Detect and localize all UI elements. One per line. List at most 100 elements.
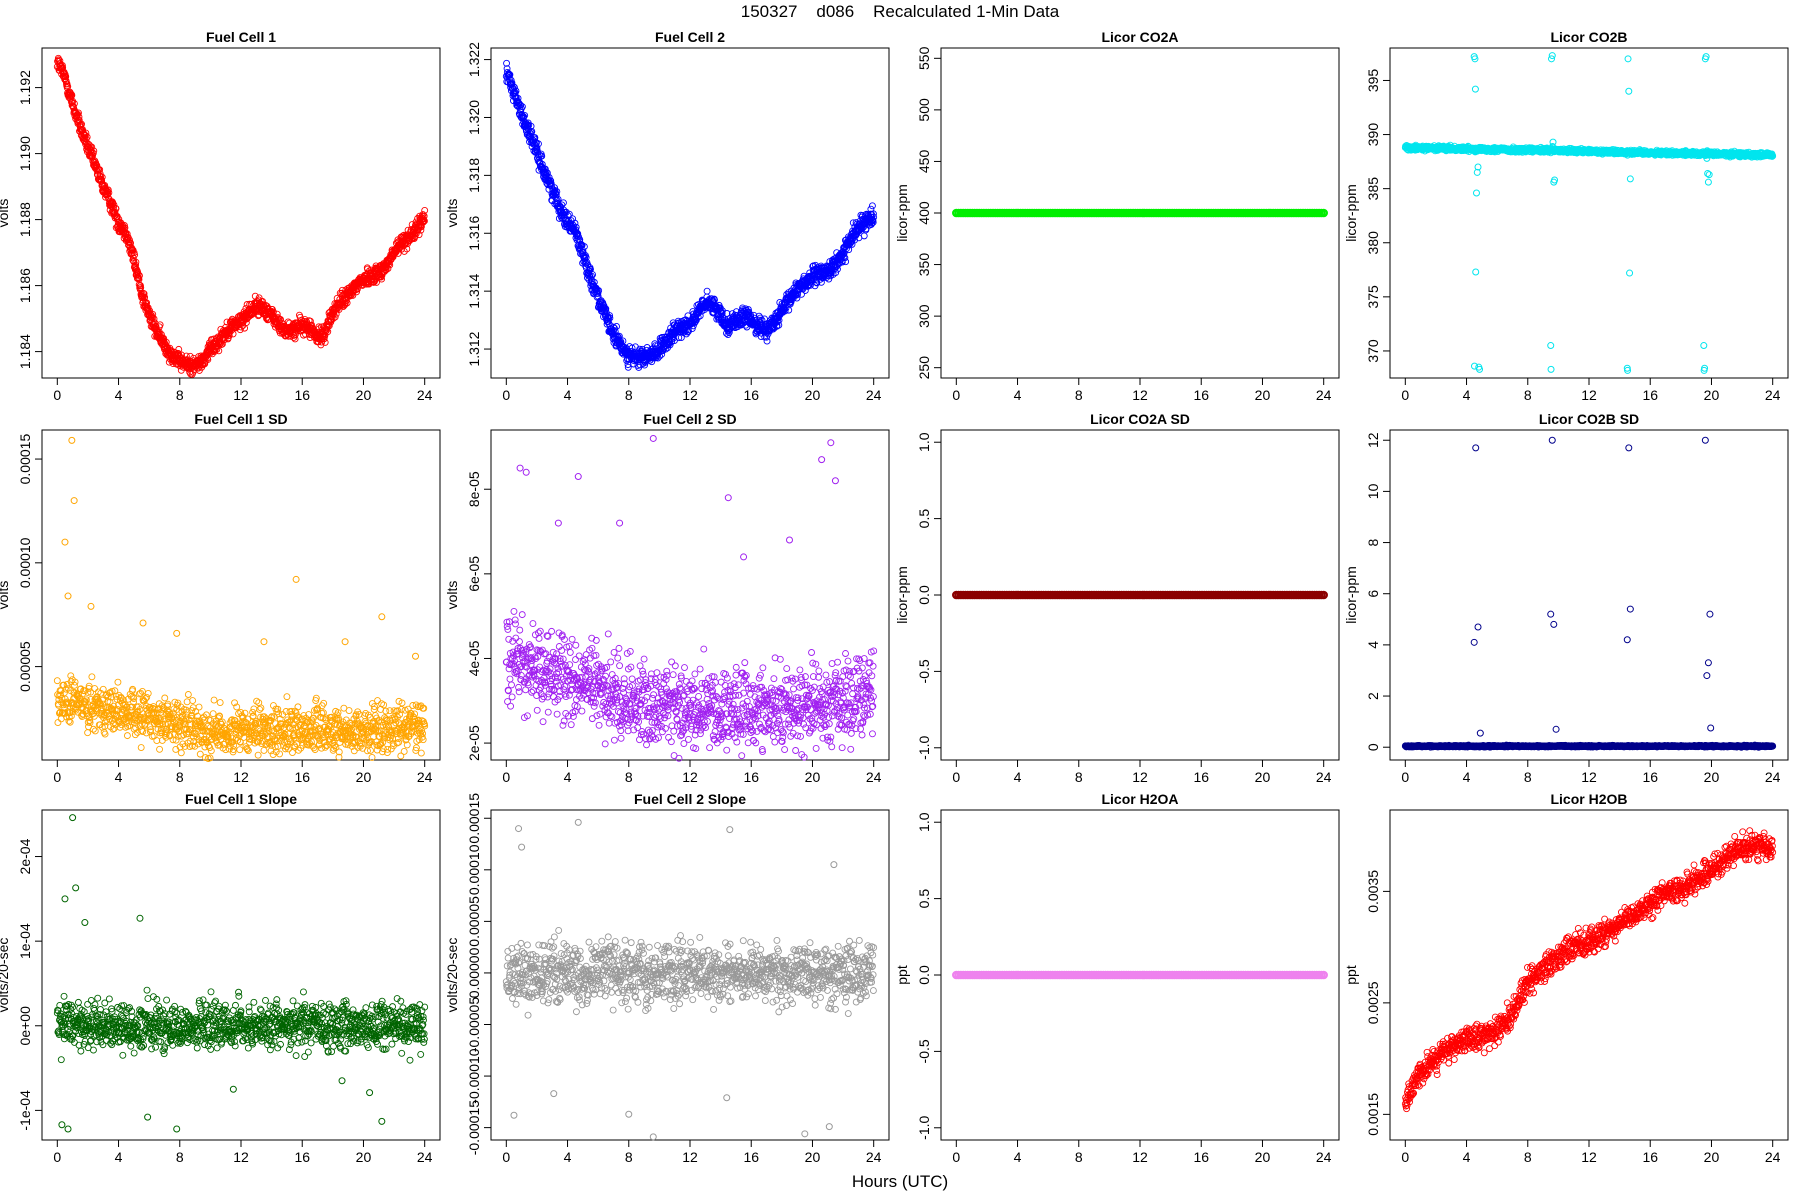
y-tick-label: 1.318 [466, 158, 482, 193]
y-tick-label: 390 [1365, 123, 1381, 147]
y-tick-label: 1.190 [17, 136, 33, 171]
figure-title: 150327 d086 Recalculated 1-Min Data [740, 2, 1060, 21]
data-points [53, 54, 429, 378]
panel-title: Licor CO2A [1101, 29, 1178, 45]
y-tick-label: 300 [916, 304, 932, 328]
x-tick-label: 16 [1642, 387, 1658, 403]
data-point [353, 288, 361, 296]
data-point [331, 313, 339, 321]
data-point [123, 732, 131, 740]
outlier-point [1705, 171, 1713, 179]
data-point [98, 173, 106, 181]
data-point [291, 331, 299, 338]
data-point [53, 677, 61, 685]
data-point [144, 689, 152, 697]
data-point [140, 290, 148, 298]
panel-title: Licor CO2B [1550, 29, 1627, 45]
x-tick-label: 24 [1765, 387, 1781, 403]
data-point [82, 135, 90, 143]
y-tick-label: 1.188 [17, 202, 33, 237]
outlier-point [1624, 55, 1632, 63]
data-point [89, 725, 97, 733]
data-point [343, 299, 351, 307]
data-point [132, 258, 140, 266]
y-tick-label: 0.00010 [17, 537, 33, 588]
chart-panel-1: Fuel Cell 10 4 8 12 16 20 241.1841.1861.1881.1… [0, 29, 441, 403]
data-point [142, 729, 150, 737]
data-point [104, 186, 112, 194]
data-point [306, 317, 314, 325]
x-tick-label: 4 [564, 387, 572, 403]
data-point [150, 315, 158, 323]
outlier-point [1626, 269, 1634, 277]
data-point [112, 205, 120, 213]
x-tick-label: 8 [625, 387, 633, 403]
data-point [403, 245, 411, 253]
data-point [269, 308, 277, 316]
x-tick-label: 8 [1075, 387, 1083, 403]
y-tick-label: 450 [916, 150, 932, 174]
data-point [67, 672, 75, 680]
data-point [378, 275, 386, 283]
data-point [143, 299, 151, 307]
data-point [137, 284, 145, 291]
plot-frame [1389, 47, 1789, 379]
data-point [75, 116, 83, 124]
y-tick-label: 400 [916, 201, 932, 225]
outlier-point [1700, 342, 1708, 350]
y-tick-label: 375 [1365, 285, 1381, 309]
y-tick-label: 1.320 [466, 100, 482, 135]
x-tick-label: 20 [356, 387, 372, 403]
x-tick-label: 12 [682, 387, 698, 403]
x-tick-label: 16 [294, 387, 310, 403]
data-point [204, 356, 212, 364]
data-points [952, 208, 1328, 218]
data-point [136, 272, 143, 280]
x-tick-label: 16 [1193, 387, 1209, 403]
data-point [137, 744, 145, 751]
plot-frame [41, 47, 441, 379]
y-tick-label: 1.316 [466, 216, 482, 251]
x-tick-label: 4 [115, 769, 123, 785]
x-tick-label: 8 [176, 387, 184, 403]
outlier-point [1471, 85, 1479, 93]
x-tick-label: 12 [233, 769, 249, 785]
x-tick-label: 16 [743, 387, 759, 403]
panel-title: Fuel Cell 2 [655, 29, 725, 45]
x-tick-label: 4 [115, 387, 123, 403]
data-point [88, 673, 96, 681]
data-point [308, 321, 316, 329]
data-point [860, 232, 868, 240]
data-point [84, 729, 92, 737]
outlier-point [1625, 87, 1633, 95]
y-tick-label: 500 [916, 98, 932, 122]
data-point [67, 89, 75, 97]
data-point [273, 310, 281, 318]
x-tick-label: 20 [356, 769, 372, 785]
data-point [91, 685, 99, 693]
data-point [58, 61, 66, 69]
x-tick-label: 0 [53, 387, 61, 403]
outlier-point [1472, 268, 1480, 276]
y-tick-label: 385 [1365, 177, 1381, 201]
data-point [104, 190, 112, 198]
y-tick-label: 550 [916, 46, 932, 70]
data-point [384, 265, 392, 273]
y-axis-label: licor-ppm [894, 184, 910, 242]
x-tick-label: 24 [1316, 387, 1332, 403]
data-points [502, 59, 878, 371]
x-tick-label: 12 [1132, 387, 1148, 403]
data-point [149, 314, 156, 322]
data-point [75, 109, 82, 117]
data-point [215, 347, 223, 355]
x-tick-label: 12 [1581, 387, 1597, 403]
panel-title: Fuel Cell 1 SD [194, 411, 287, 427]
panel-title: Fuel Cell 1 [206, 29, 276, 45]
data-point [321, 338, 329, 346]
data-point [131, 251, 139, 259]
outlier-point [1470, 362, 1478, 370]
y-axis-label: volts [0, 199, 11, 228]
data-point [114, 678, 122, 686]
